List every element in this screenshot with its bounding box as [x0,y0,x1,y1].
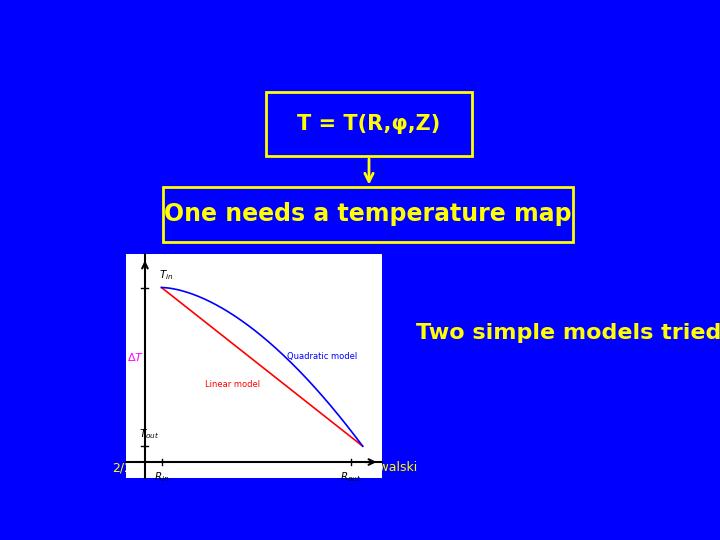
Text: Linear model: Linear model [205,380,260,389]
Text: $R_{out}$: $R_{out}$ [340,470,361,484]
Text: Quadratic model: Quadratic model [287,352,357,361]
Text: $R_{in}$: $R_{in}$ [154,470,169,484]
Text: Two simple models tried: Two simple models tried [416,323,720,343]
Text: One needs a temperature map: One needs a temperature map [163,202,572,226]
Text: $T_{in}$: $T_{in}$ [159,268,174,281]
Text: T = T(R,φ,Z): T = T(R,φ,Z) [297,114,441,134]
Text: $T_{out}$: $T_{out}$ [140,427,160,441]
FancyBboxPatch shape [163,187,572,241]
Text: Marek Kowalski: Marek Kowalski [321,461,417,474]
Text: 2/25/2021: 2/25/2021 [112,461,176,474]
Text: $\Delta T$: $\Delta T$ [127,351,144,363]
FancyBboxPatch shape [266,92,472,156]
